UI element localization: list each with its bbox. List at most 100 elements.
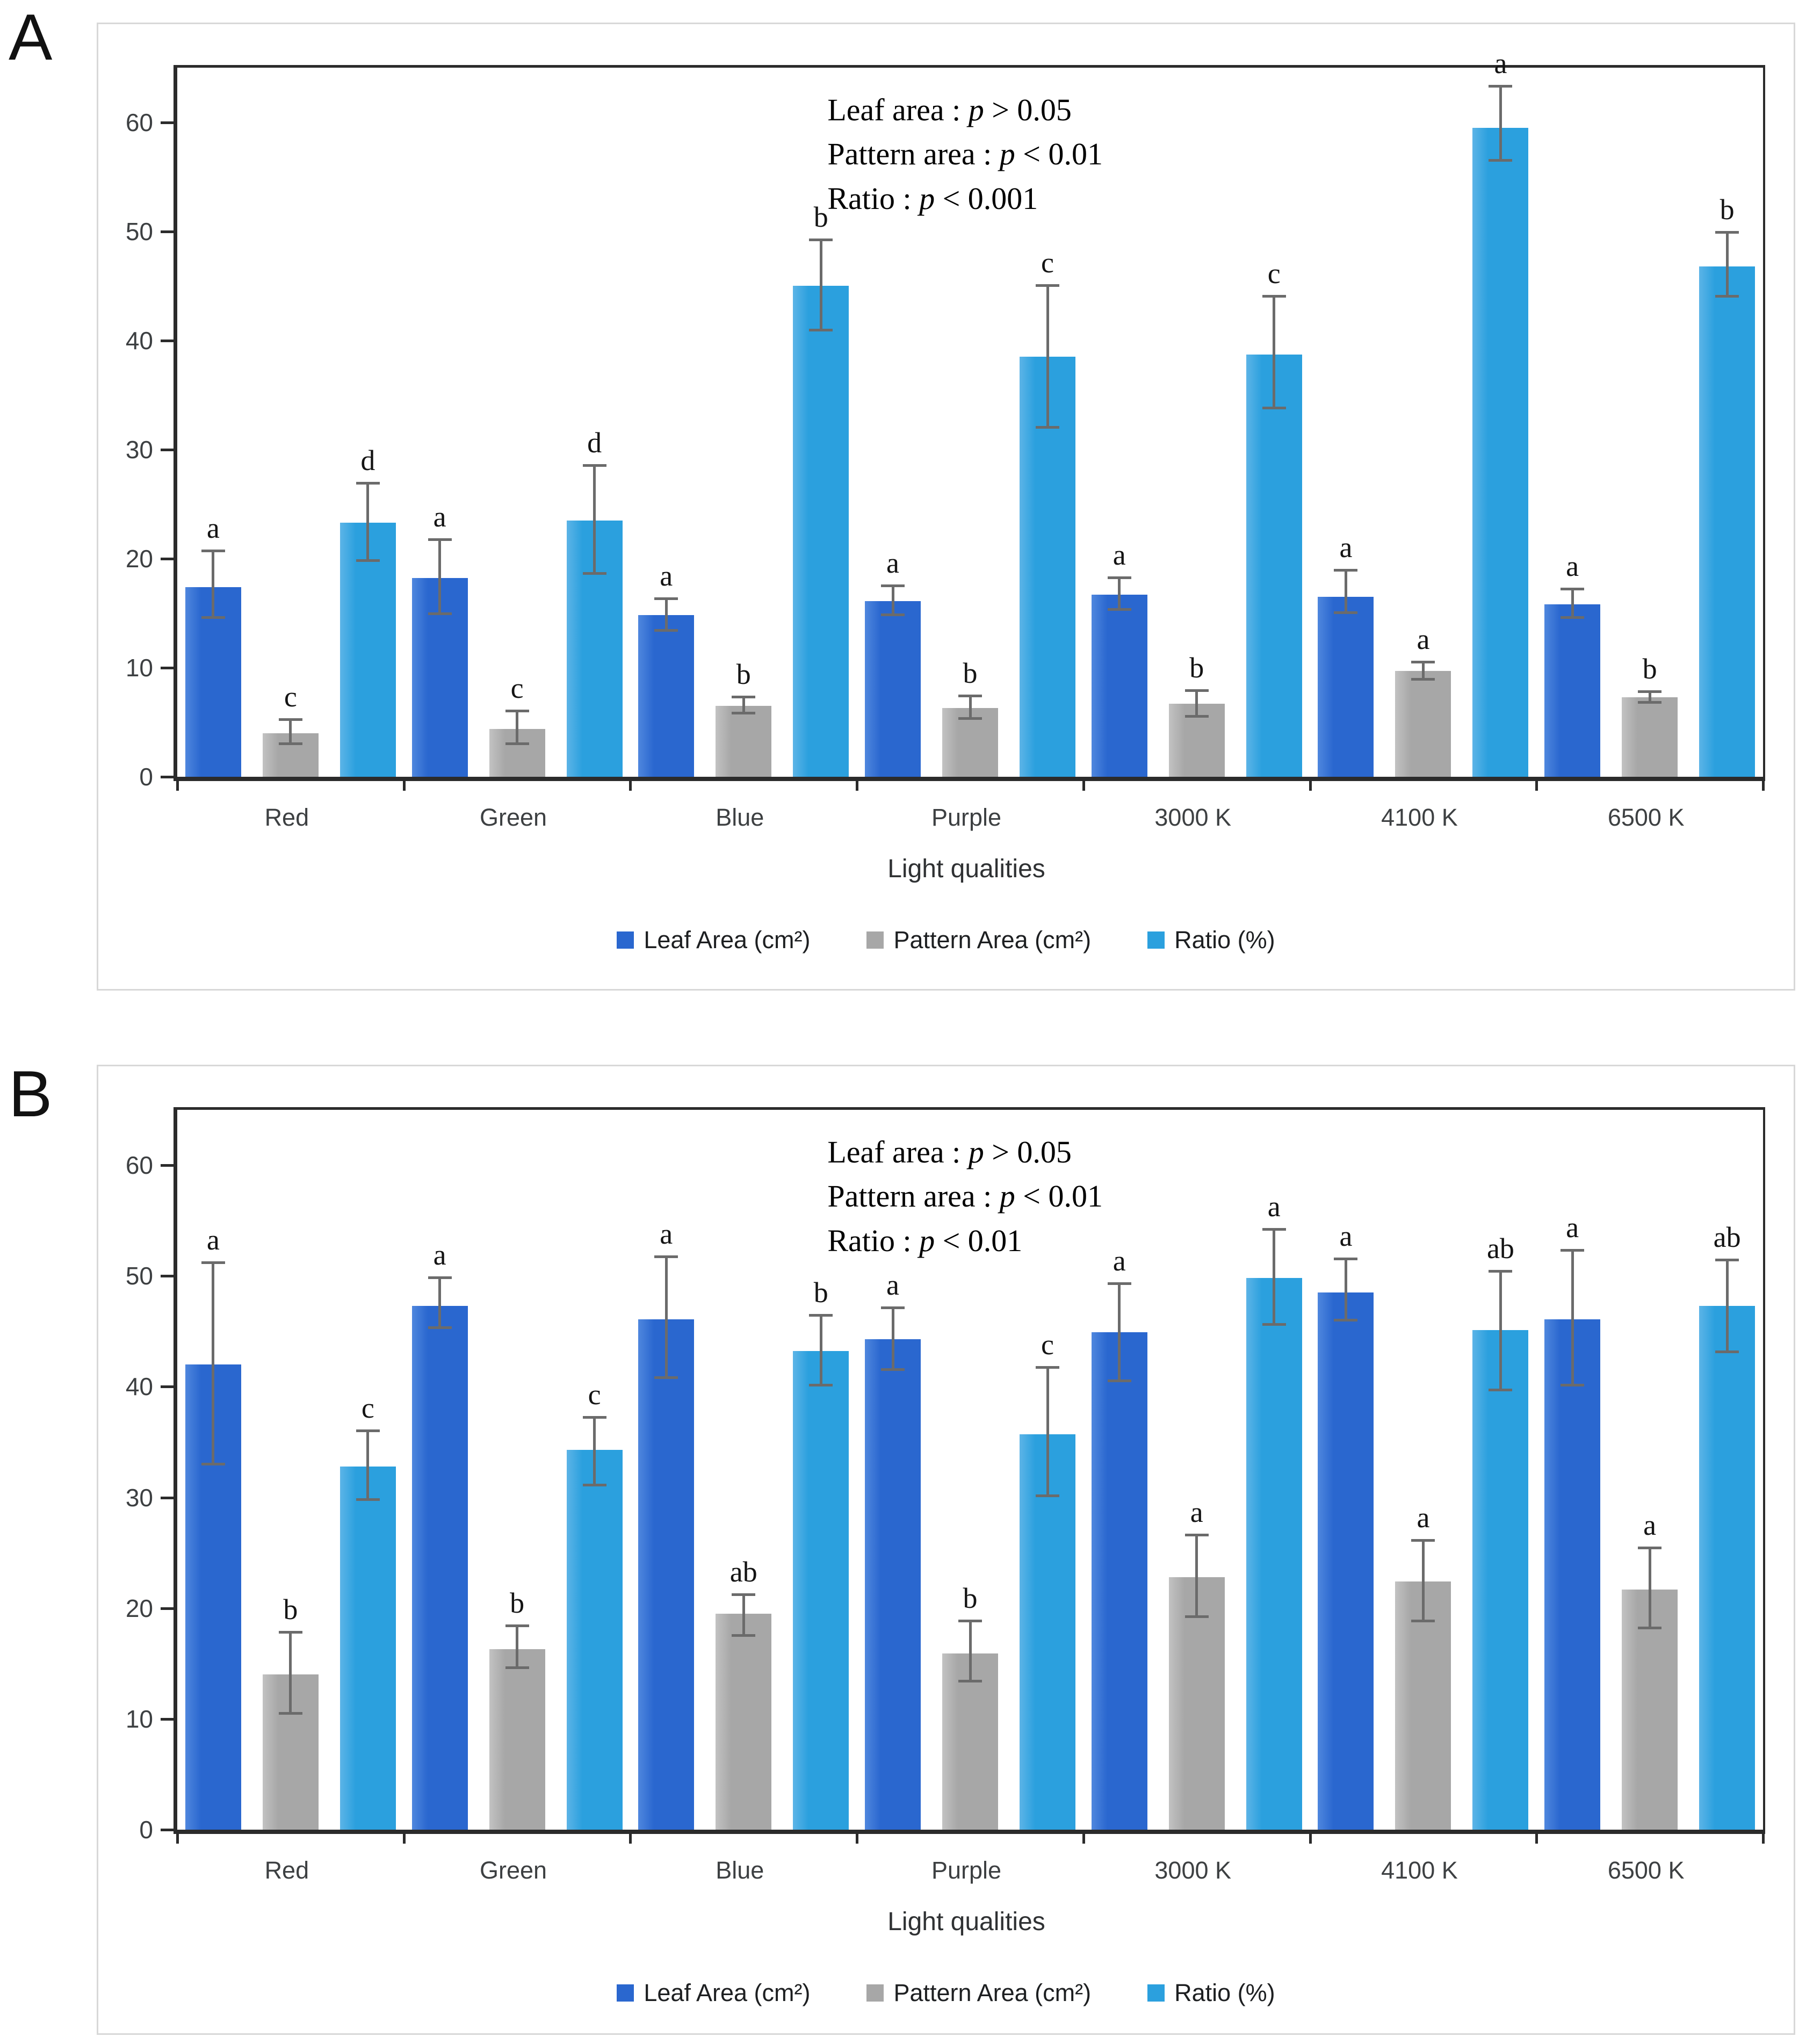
- legend-swatch-pattern-area: [866, 1984, 884, 2002]
- significance-letter: a: [660, 1218, 673, 1251]
- error-bar-ratio-green: [593, 1418, 596, 1485]
- bar-ratio-6500-k: [1699, 266, 1756, 777]
- error-bar-ratio-4100-k: [1499, 1272, 1502, 1390]
- x-category-label-3000-k: 3000 K: [1154, 1857, 1232, 1884]
- error-bar-pattern-area-6500-k: [1648, 1548, 1651, 1628]
- x-category-label-4100-k: 4100 K: [1381, 1857, 1458, 1884]
- error-bar-pattern-area-3000-k: [1195, 1535, 1198, 1617]
- error-bar-cap-bottom: [356, 1498, 380, 1501]
- error-bar-cap-top: [1184, 1533, 1209, 1536]
- error-bar-cap-top: [1334, 1258, 1358, 1261]
- error-bar-pattern-area-red: [289, 1633, 292, 1714]
- error-bar-cap-bottom: [654, 629, 678, 632]
- error-bar-cap-bottom: [654, 1376, 678, 1379]
- error-bar-cap-top: [505, 1624, 529, 1627]
- error-bar-cap-top: [1036, 284, 1059, 287]
- error-bar-cap-bottom: [809, 1384, 833, 1387]
- legend-item-ratio: Ratio (%): [1147, 1981, 1275, 2005]
- error-bar-cap-top: [1561, 587, 1585, 590]
- y-tick-label: 0: [139, 763, 153, 791]
- bar-ratio-4100-k: [1472, 127, 1529, 777]
- error-bar-cap-bottom: [1107, 1379, 1131, 1383]
- panel-b-box: Leaf area : p > 0.05 Pattern area : p < …: [97, 1065, 1795, 2035]
- bar-leaf-area-4100-k: [1318, 596, 1374, 777]
- significance-letter: c: [1041, 247, 1054, 279]
- error-bar-cap-bottom: [201, 1462, 225, 1465]
- error-bar-cap-top: [278, 1631, 302, 1634]
- error-bar-cap-top: [654, 1255, 678, 1259]
- x-category-label-blue: Blue: [716, 804, 764, 831]
- error-bar-leaf-area-purple: [891, 1308, 894, 1370]
- error-bar-cap-bottom: [1262, 406, 1286, 409]
- error-bar-cap-bottom: [1036, 426, 1059, 429]
- error-bar-cap-top: [1715, 230, 1739, 234]
- error-bar-leaf-area-blue: [664, 1257, 668, 1378]
- error-bar-cap-top: [1638, 1547, 1662, 1550]
- panel-b-plot-area: Leaf area : p > 0.05 Pattern area : p < …: [126, 1107, 1765, 1844]
- x-axis-tick: [1535, 777, 1538, 791]
- significance-letter: b: [283, 1593, 298, 1626]
- bar-pattern-area-blue: [716, 706, 772, 777]
- significance-letter: a: [433, 1239, 446, 1272]
- bar-pattern-area-purple: [942, 1653, 998, 1830]
- y-axis-tick: [161, 666, 174, 669]
- annotation-line: Leaf area : p > 0.05: [827, 1135, 1072, 1169]
- legend-swatch-leaf-area: [617, 931, 634, 949]
- x-category-label-green: Green: [480, 1857, 547, 1884]
- significance-letter: b: [813, 1276, 828, 1309]
- x-axis-tick: [856, 777, 859, 791]
- y-axis-tick: [161, 448, 174, 451]
- x-axis-tick: [1082, 777, 1085, 791]
- error-bar-cap-top: [1036, 1366, 1059, 1369]
- error-bar-cap-bottom: [428, 1326, 452, 1330]
- legend-label-ratio: Ratio (%): [1174, 1979, 1275, 2006]
- y-tick-label: 20: [125, 544, 153, 573]
- bar-ratio-green: [566, 1449, 623, 1830]
- error-bar-cap-top: [356, 481, 380, 485]
- error-bar-pattern-area-blue: [742, 697, 745, 714]
- significance-letter: b: [1720, 193, 1735, 226]
- error-bar-cap-top: [356, 1429, 380, 1432]
- y-axis-tick: [161, 1275, 174, 1278]
- error-bar-cap-bottom: [505, 1666, 529, 1670]
- error-bar-cap-bottom: [1638, 700, 1662, 704]
- error-bar-cap-bottom: [1036, 1494, 1059, 1498]
- y-tick-label: 10: [125, 653, 153, 682]
- error-bar-leaf-area-purple: [891, 586, 894, 616]
- significance-letter: c: [1041, 1328, 1054, 1361]
- x-axis-tick: [1762, 1830, 1765, 1844]
- error-bar-cap-top: [1411, 1539, 1435, 1542]
- error-bar-cap-bottom: [582, 1483, 606, 1486]
- significance-letter: c: [284, 681, 297, 713]
- significance-letter: c: [510, 672, 524, 705]
- legend-swatch-ratio: [1147, 1984, 1165, 2002]
- x-category-label-blue: Blue: [716, 1857, 764, 1884]
- error-bar-cap-bottom: [1489, 158, 1513, 162]
- bar-pattern-area-6500-k: [1622, 1589, 1678, 1830]
- error-bar-cap-bottom: [201, 616, 225, 619]
- bar-leaf-area-purple: [865, 601, 921, 777]
- bar-leaf-area-green: [411, 1305, 468, 1830]
- y-axis-tick: [161, 1496, 174, 1499]
- error-bar-leaf-area-red: [212, 551, 215, 618]
- x-category-label-3000-k: 3000 K: [1154, 804, 1232, 831]
- error-bar-cap-bottom: [1334, 611, 1358, 615]
- error-bar-cap-top: [1184, 689, 1209, 692]
- y-tick-label: 60: [125, 108, 153, 136]
- panel-a-x-axis-title: Light qualities: [887, 855, 1045, 883]
- y-tick-label: 30: [125, 435, 153, 464]
- significance-letter: c: [1267, 257, 1281, 290]
- error-bar-cap-top: [582, 1416, 606, 1419]
- panel-b-label: B: [9, 1057, 53, 1130]
- error-bar-cap-top: [654, 597, 678, 600]
- significance-letter: d: [360, 444, 375, 476]
- error-bar-cap-bottom: [881, 1368, 905, 1371]
- x-category-label-purple: Purple: [931, 804, 1002, 831]
- y-tick-label: 20: [125, 1594, 153, 1622]
- error-bar-cap-bottom: [1561, 1384, 1585, 1387]
- x-category-label-red: Red: [264, 1857, 309, 1884]
- error-bar-cap-top: [958, 694, 982, 697]
- error-bar-leaf-area-3000-k: [1118, 1283, 1121, 1382]
- significance-letter: d: [587, 427, 602, 459]
- error-bar-cap-top: [505, 710, 529, 713]
